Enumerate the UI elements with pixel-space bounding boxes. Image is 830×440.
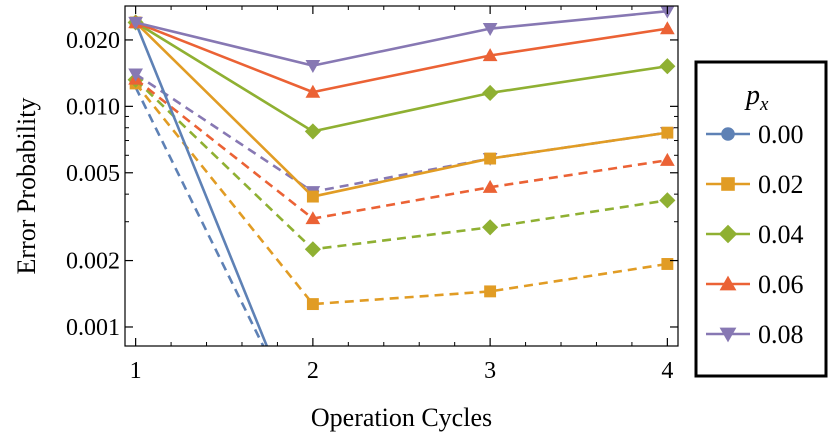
y-axis-title: Error Probability <box>12 98 41 275</box>
x-tick-label: 4 <box>661 358 673 384</box>
data-point <box>306 298 319 311</box>
legend-entry: 0.04 <box>706 220 804 249</box>
y-tick-label: 0.010 <box>66 94 120 120</box>
plot-frame <box>124 5 679 347</box>
series-line <box>135 21 668 94</box>
x-tick-label: 2 <box>307 358 319 384</box>
series-line <box>134 73 668 194</box>
series-line <box>134 82 668 306</box>
y-tick-label: 0.020 <box>66 28 120 54</box>
y-tick-label: 0.002 <box>66 249 120 275</box>
data-point <box>659 58 676 75</box>
series-dashed-9 <box>128 68 675 200</box>
legend-swatch-marker <box>719 327 737 343</box>
legend-label: 0.06 <box>758 270 804 299</box>
series-solid-3 <box>128 15 675 98</box>
series-dashed-7 <box>127 71 676 258</box>
legend-swatch-marker <box>719 275 737 291</box>
x-axis-title: Operation Cycles <box>311 403 492 432</box>
data-point <box>482 48 498 62</box>
data-point <box>304 123 321 140</box>
y-tick-label: 0.001 <box>66 315 120 341</box>
legend-label: 0.08 <box>758 320 804 349</box>
series-solid-4 <box>128 6 675 73</box>
data-point <box>128 16 143 30</box>
data-point <box>128 68 143 82</box>
legend-label: 0.00 <box>758 120 804 149</box>
series-solid-2 <box>127 14 676 140</box>
legend-label: 0.02 <box>758 170 804 199</box>
x-tick-label: 3 <box>484 358 496 384</box>
data-point <box>661 126 674 139</box>
series-line <box>134 21 668 133</box>
legend-entry: 0.00 <box>706 120 804 149</box>
series-line <box>134 86 265 346</box>
data-point <box>306 190 319 203</box>
series-line <box>134 78 668 251</box>
legend-swatch-marker <box>721 177 735 191</box>
legend-label: 0.04 <box>758 220 804 249</box>
series-line <box>134 21 268 346</box>
data-point <box>659 192 676 209</box>
series-line <box>135 9 668 67</box>
data-point <box>660 152 675 166</box>
legend: px 0.00 0.02 0.04 0.06 0.08 <box>694 60 828 378</box>
legend-entry: 0.02 <box>706 170 804 199</box>
legend-entry: 0.06 <box>706 270 804 299</box>
series-line <box>134 78 668 220</box>
data-point <box>482 179 498 193</box>
series-line <box>134 21 668 198</box>
legend-swatch-marker <box>721 127 735 141</box>
series-dashed-5 <box>134 86 265 346</box>
legend-title-subscript: x <box>759 94 769 115</box>
plot-series <box>127 6 676 346</box>
data-point <box>305 211 321 225</box>
legend-title-main: p <box>744 80 760 111</box>
legend-box <box>694 60 828 378</box>
data-point <box>482 23 498 37</box>
data-point <box>484 285 497 298</box>
x-tick-label: 1 <box>130 358 142 384</box>
legend-swatch-marker <box>718 224 738 244</box>
data-point <box>484 152 497 165</box>
data-point <box>482 84 499 102</box>
data-point <box>661 258 674 270</box>
data-point <box>305 60 321 73</box>
legend-entries: 0.00 0.02 0.04 0.06 0.08 <box>706 120 804 349</box>
data-point <box>482 219 499 236</box>
legend-title: px <box>744 80 769 115</box>
data-point <box>305 84 321 98</box>
data-point <box>660 21 675 35</box>
axes: 1 2 3 4 0.001 0.002 0.005 0.010 0.020 <box>66 6 678 384</box>
y-tick-label: 0.005 <box>66 161 120 187</box>
legend-entry: 0.08 <box>706 320 804 349</box>
data-point <box>304 241 321 258</box>
